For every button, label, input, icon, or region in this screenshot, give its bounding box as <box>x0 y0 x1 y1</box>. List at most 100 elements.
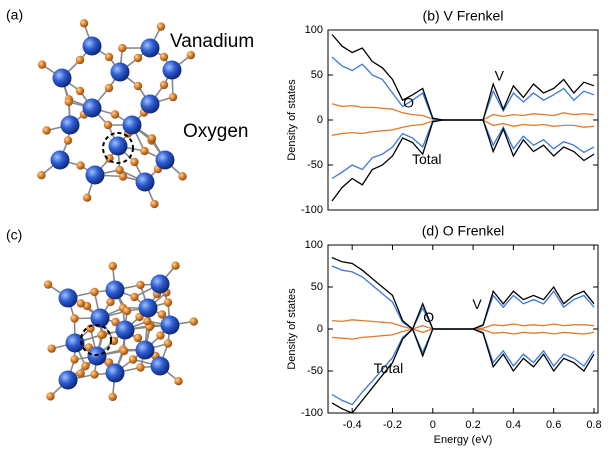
oxygen-atom <box>119 346 129 356</box>
series-label: Total <box>374 360 404 376</box>
oxygen-atom <box>43 280 53 289</box>
oxygen-atom <box>76 369 85 378</box>
oxygen-atom <box>82 193 92 202</box>
oxygen-atom <box>79 19 89 28</box>
vanadium-atom <box>135 340 155 360</box>
oxygen-atom <box>150 199 159 209</box>
oxygen-atom <box>63 136 73 145</box>
series-label: O <box>403 95 414 111</box>
y-tick-label: 100 <box>305 24 323 36</box>
vanadium-atom <box>85 165 105 185</box>
dos-line <box>331 119 595 136</box>
oxygen-atom <box>106 297 115 307</box>
dos-line <box>331 319 595 330</box>
oxygen-atom <box>46 392 55 401</box>
dos-line <box>331 56 595 121</box>
vanadium-atom <box>105 280 125 300</box>
vanadium-atom <box>87 346 107 366</box>
oxygen-atom <box>147 134 157 143</box>
oxygen-atom <box>37 171 46 180</box>
x-axis-label: Energy (eV) <box>434 434 493 446</box>
y-tick-label: 0 <box>317 323 323 335</box>
oxygen-atom <box>186 50 196 60</box>
series-label: O <box>423 309 434 325</box>
y-axis-label: Density of states <box>286 288 298 370</box>
dos-line <box>331 265 595 330</box>
vanadium-atom <box>108 136 128 156</box>
vanadium-atom <box>82 98 102 118</box>
x-tick-label: 0.8 <box>586 419 601 431</box>
oxygen-atom <box>133 53 143 63</box>
oxygen-atom <box>163 298 173 307</box>
oxygen-atom <box>115 165 124 175</box>
oxygen-atom <box>143 317 152 326</box>
vanadium-atom <box>65 333 85 353</box>
plot-frame <box>327 244 599 414</box>
y-axis-label: Density of states <box>286 79 298 161</box>
y-tick-label: 100 <box>305 239 323 251</box>
x-tick-label: 0.4 <box>506 419 521 431</box>
oxygen-atom <box>104 52 114 62</box>
vanadium-atom <box>50 150 70 170</box>
dos-line <box>331 119 595 202</box>
vanadium-atom <box>52 68 72 88</box>
oxygen-atom <box>130 292 139 302</box>
y-tick-label: -100 <box>301 407 323 419</box>
x-tick-label: -0.4 <box>343 419 362 431</box>
dos-line <box>331 103 595 121</box>
oxygen-atom <box>156 22 166 31</box>
vanadium-atom <box>122 115 142 135</box>
vanadium-atom <box>90 308 110 328</box>
structure-c <box>43 261 198 402</box>
vanadium-atom <box>162 60 182 80</box>
oxygen-atom <box>189 317 198 326</box>
species-label: Oxygen <box>183 121 248 142</box>
y-tick-label: 50 <box>311 281 323 293</box>
oxygen-atom <box>108 392 117 402</box>
oxygen-atom <box>163 339 173 348</box>
oxygen-atom <box>37 60 47 69</box>
defect-marker <box>102 132 134 164</box>
series-label: Total <box>412 151 442 167</box>
oxygen-atom <box>42 126 51 135</box>
defect-marker <box>80 324 112 356</box>
oxygen-atom <box>76 299 86 308</box>
oxygen-atom <box>128 355 138 364</box>
y-tick-label: -50 <box>307 365 323 377</box>
oxygen-atom <box>136 363 145 372</box>
oxygen-atom <box>130 157 139 167</box>
species-label: Vanadium <box>170 31 254 52</box>
x-tick-label: 0 <box>430 419 436 431</box>
vanadium-atom <box>58 288 78 308</box>
vanadium-atom <box>150 356 170 376</box>
oxygen-atom <box>133 333 143 343</box>
structure-a <box>37 19 196 209</box>
oxygen-atom <box>76 161 85 170</box>
oxygen-atom <box>159 80 169 90</box>
vanadium-atom <box>138 298 158 318</box>
oxygen-atom <box>174 376 183 386</box>
vanadium-atom <box>140 38 160 58</box>
oxygen-atom <box>75 86 85 96</box>
series-label: V <box>472 296 482 312</box>
x-tick-label: 0.2 <box>465 419 480 431</box>
dos-line <box>331 119 595 180</box>
panel-label: (a) <box>6 7 23 23</box>
oxygen-atom <box>104 83 114 93</box>
oxygen-atom <box>47 344 56 353</box>
y-tick-label: -50 <box>307 159 323 171</box>
oxygen-atom <box>70 355 79 364</box>
vanadium-atom <box>115 320 135 340</box>
y-tick-label: 50 <box>311 69 323 81</box>
panel-label: (c) <box>6 227 22 243</box>
vanadium-atom <box>110 62 130 82</box>
y-tick-label: 0 <box>317 114 323 126</box>
vanadium-atom <box>135 172 155 192</box>
dos-line <box>331 327 595 406</box>
vanadium-atom <box>160 315 180 335</box>
chart-title: (d) O Frenkel <box>422 223 504 239</box>
dos-line <box>331 328 595 340</box>
oxygen-atom <box>97 330 106 340</box>
oxygen-atom <box>103 120 113 130</box>
